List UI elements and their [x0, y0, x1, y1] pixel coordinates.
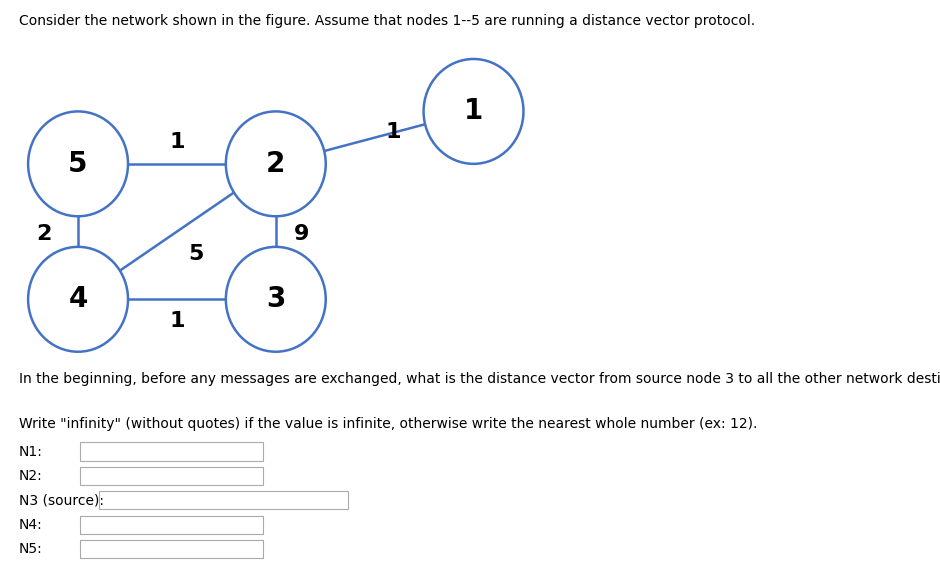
- Text: 5: 5: [188, 244, 203, 264]
- Text: 3: 3: [266, 285, 286, 314]
- Text: 4: 4: [69, 285, 87, 314]
- Text: 1: 1: [169, 132, 184, 152]
- Text: In the beginning, before any messages are exchanged, what is the distance vector: In the beginning, before any messages ar…: [19, 372, 940, 386]
- Text: Write "infinity" (without quotes) if the value is infinite, otherwise write the : Write "infinity" (without quotes) if the…: [19, 417, 758, 432]
- Ellipse shape: [28, 247, 128, 352]
- Text: N2:: N2:: [19, 469, 42, 483]
- Text: 2: 2: [36, 224, 52, 244]
- Text: N1:: N1:: [19, 445, 42, 458]
- Ellipse shape: [226, 111, 326, 216]
- Text: N4:: N4:: [19, 518, 42, 532]
- Text: 2: 2: [266, 150, 286, 178]
- Text: 1: 1: [385, 122, 401, 141]
- Text: N5:: N5:: [19, 542, 42, 556]
- Text: 1: 1: [169, 311, 184, 331]
- Text: 5: 5: [69, 150, 87, 178]
- Text: N3 (source):: N3 (source):: [19, 494, 103, 507]
- Ellipse shape: [28, 111, 128, 216]
- Ellipse shape: [424, 59, 524, 164]
- Text: 9: 9: [294, 224, 309, 244]
- Ellipse shape: [226, 247, 326, 352]
- Text: 1: 1: [464, 98, 483, 126]
- Text: Consider the network shown in the figure. Assume that nodes 1--5 are running a d: Consider the network shown in the figure…: [19, 14, 755, 28]
